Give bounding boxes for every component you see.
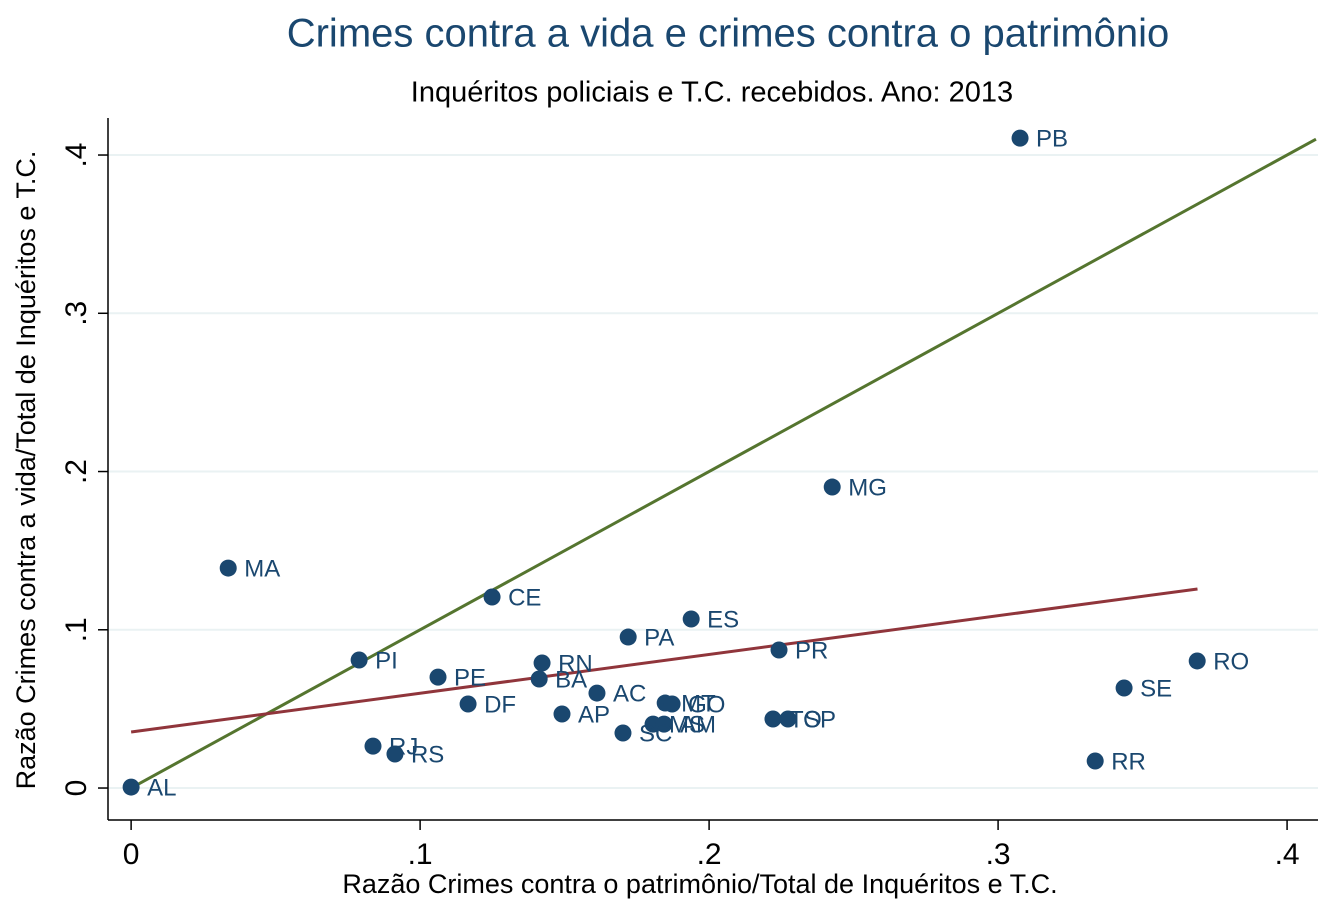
point [122,778,140,796]
fit-line [130,587,1198,734]
x-tick-label: 0 [123,838,140,871]
point-label: PE [454,664,486,691]
point-label: DF [484,691,516,718]
point-label: CE [508,584,541,611]
point [364,737,382,755]
y-tick-label: 0 [60,780,93,797]
chart-title: Crimes contra a vida e crimes contra o p… [287,12,1170,56]
y-tick-label: .4 [60,143,93,168]
point [1011,129,1029,147]
point-label: MG [848,474,887,501]
point [533,654,551,672]
point-label: PR [795,637,828,664]
point [429,668,447,686]
y-axis-title: Razão Crimes contra a vida/Total de Inqu… [11,151,41,790]
y-tick-label: .1 [60,617,93,642]
point [770,641,788,659]
point [386,745,404,763]
point-label: GO [688,691,725,718]
point-label: MS [669,711,705,738]
x-tick-label: .3 [986,838,1011,871]
point-label: MA [244,555,280,582]
point-label: PI [375,647,398,674]
point [619,628,637,646]
point-label: SP [804,706,836,733]
point [655,715,673,733]
point-label: RR [1111,748,1146,775]
point [530,670,548,688]
point [553,705,571,723]
y-tick-label: .3 [60,301,93,326]
point [682,610,700,628]
chart-subtitle: Inquéritos policiais e T.C. recebidos. A… [411,77,1013,109]
point-label: AP [578,701,610,728]
point [588,684,606,702]
point-label: AL [147,774,176,801]
point [350,651,368,669]
point [1188,652,1206,670]
point [764,710,782,728]
x-tick-label: .1 [408,838,433,871]
point-label: RS [411,741,444,768]
point-label: AC [613,680,646,707]
point-label: RO [1213,648,1249,675]
point-label: MT [681,690,716,717]
point [483,588,501,606]
point [459,695,477,713]
point-label: PA [644,624,674,651]
point [1115,679,1133,697]
point-label: AM [680,711,716,738]
point [219,559,237,577]
y-tick-label: .2 [60,459,93,484]
point [823,478,841,496]
point [1086,752,1104,770]
point [663,695,681,713]
x-tick-label: .4 [1275,838,1300,871]
fit-line [130,137,1317,790]
point [779,710,797,728]
point-label: SC [639,720,672,747]
point-label: SE [1140,675,1172,702]
point [614,724,632,742]
x-axis-title: Razão Crimes contra o patrimônio/Total d… [342,869,1057,899]
point-label: RN [558,650,593,677]
point-label: PB [1036,125,1068,152]
point-label: ES [707,606,739,633]
point-label: BA [555,666,587,693]
x-tick-label: .2 [697,838,722,871]
